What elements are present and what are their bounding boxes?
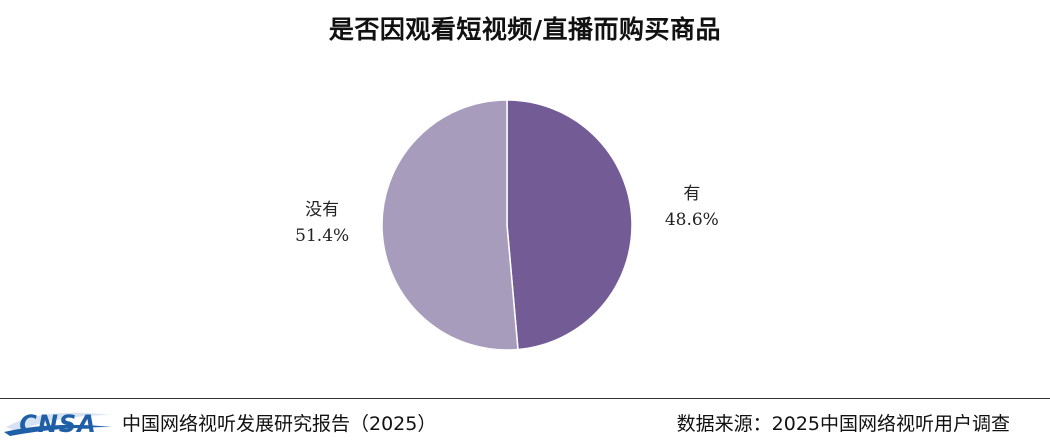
chart-title: 是否因观看短视频/直播而购买商品 xyxy=(328,15,722,44)
slice-label-you: 有 xyxy=(683,184,700,204)
pie-slices xyxy=(381,99,633,351)
slice-label-meiyou: 没有 xyxy=(305,200,339,220)
logo-swoosh-icon xyxy=(6,412,110,431)
pie-labels: 有 48.6% 没有 51.4% xyxy=(295,184,719,246)
cnsa-logo: CNSA xyxy=(4,410,112,438)
report-name: 中国网络视听发展研究报告（2025） xyxy=(122,413,437,435)
pie-slice-1 xyxy=(381,99,519,351)
data-source: 数据来源：2025中国网络视听用户调查 xyxy=(676,413,1010,435)
logo-text: CNSA xyxy=(19,410,97,438)
pie-chart: 有 48.6% 没有 51.4% xyxy=(295,99,719,351)
pie-slice-0 xyxy=(506,99,633,351)
footer-divider xyxy=(0,398,1050,399)
logo-underline-icon xyxy=(4,424,112,436)
slice-value-you: 48.6% xyxy=(665,210,719,230)
slice-value-meiyou: 51.4% xyxy=(295,226,349,246)
